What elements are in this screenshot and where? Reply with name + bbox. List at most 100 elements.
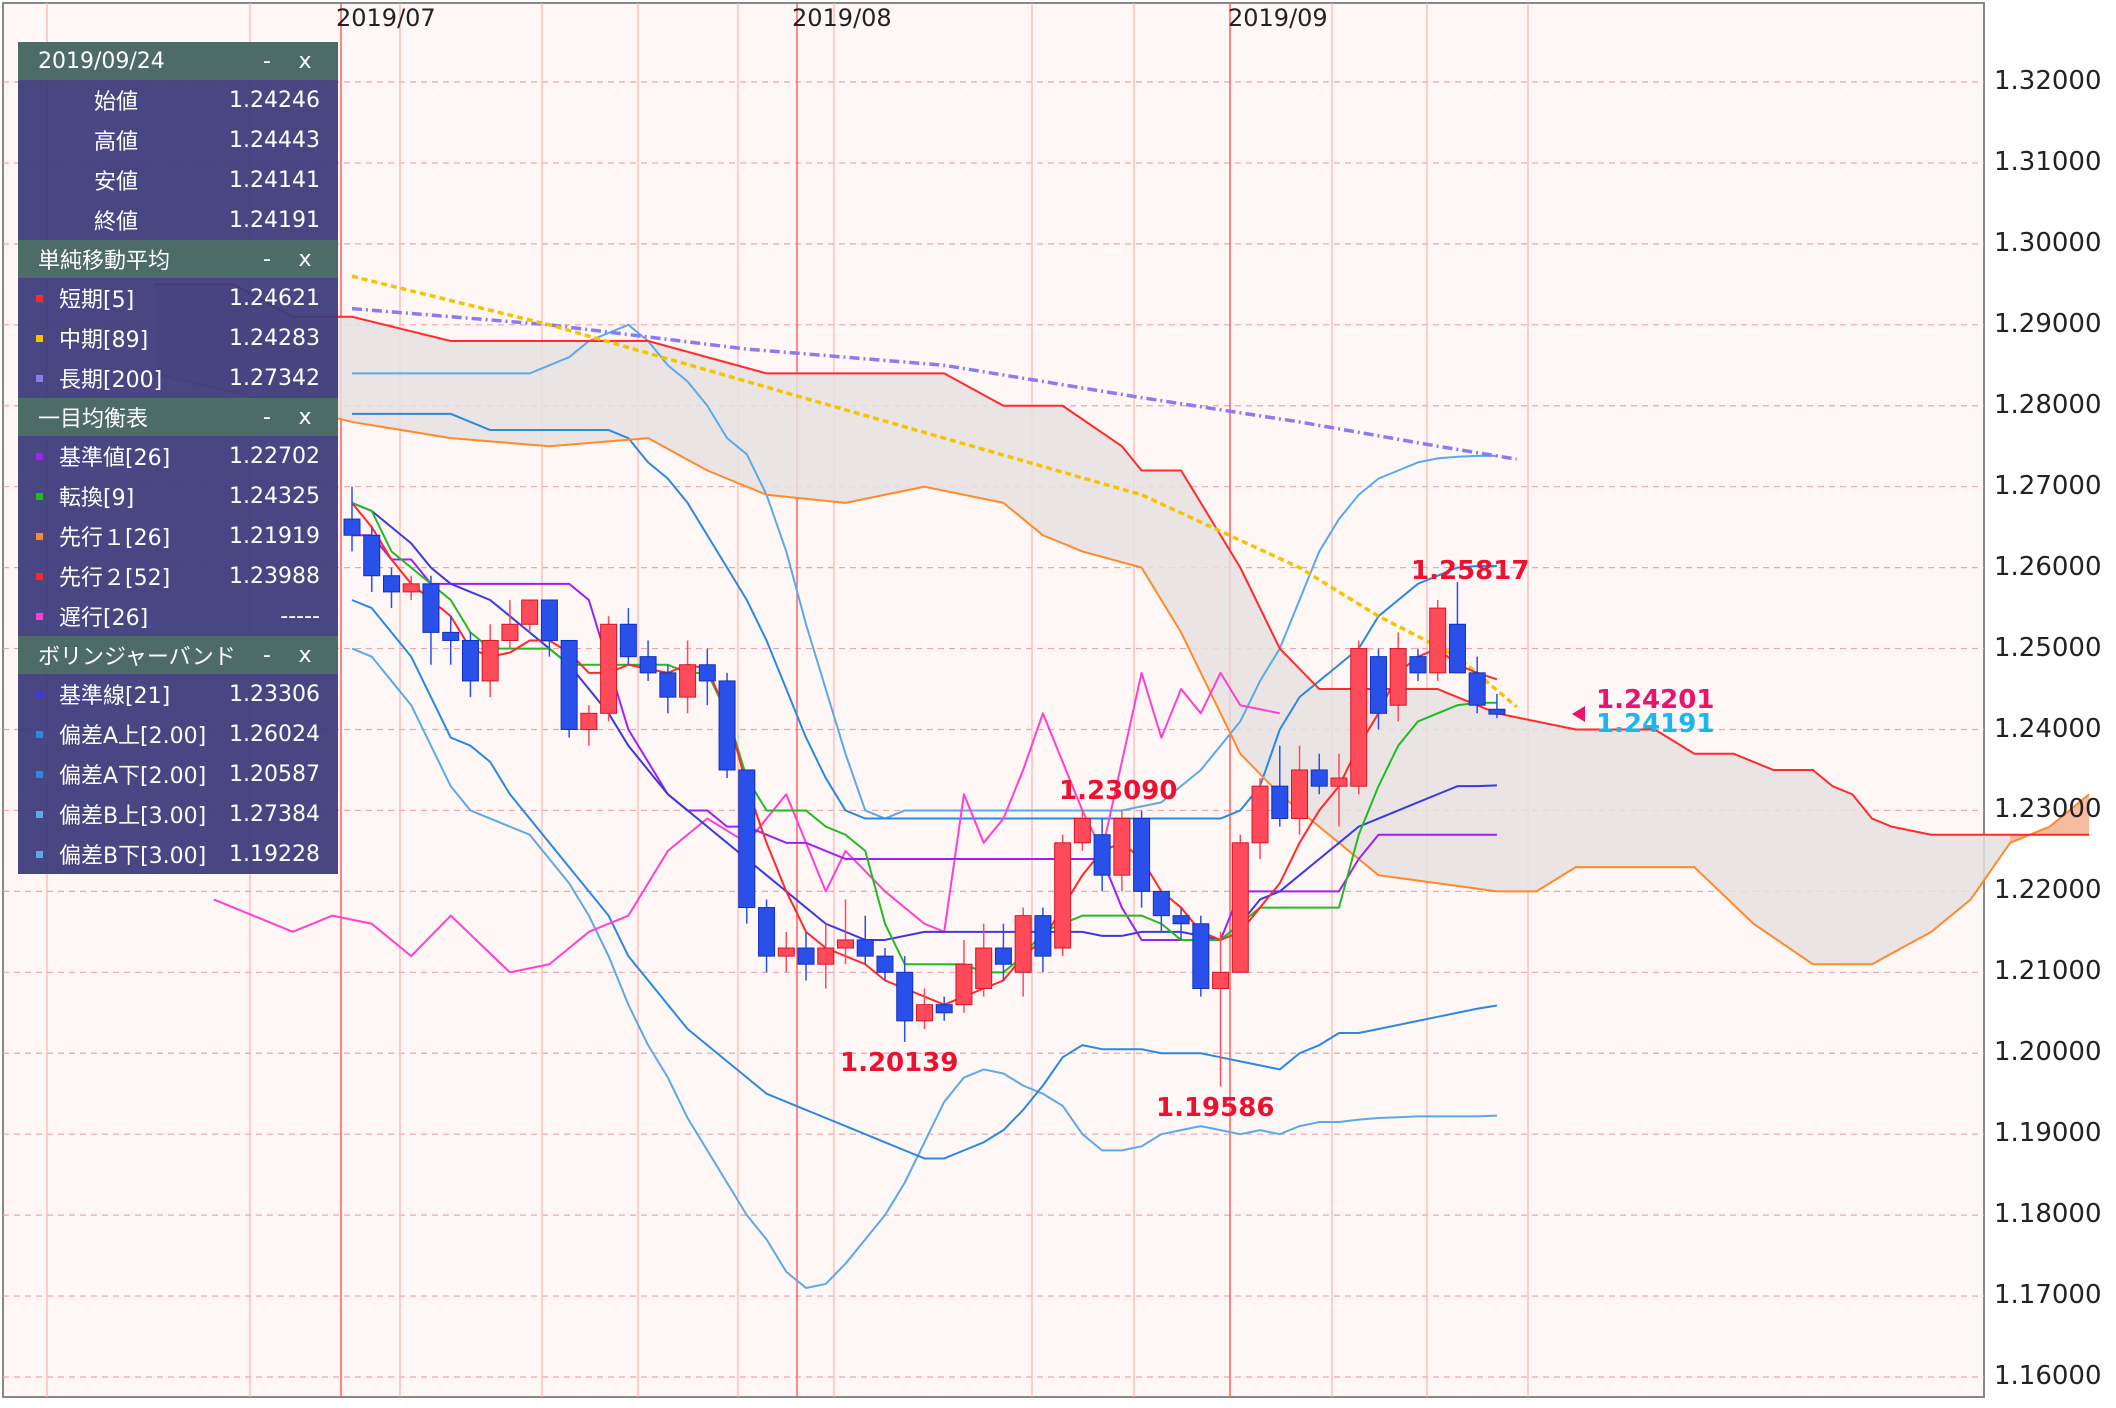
cloud-fill: [154, 284, 2090, 965]
ohlc-row: 終値 1.24191: [18, 200, 338, 240]
color-swatch: [36, 690, 43, 698]
candle-body: [600, 623, 618, 714]
ohlc-value: 1.24246: [229, 87, 320, 113]
ichimoku-conversion-line: [351, 501, 1497, 974]
candle-body: [1369, 656, 1387, 714]
candle-body: [1113, 818, 1131, 876]
bollinger-mid-line: [351, 501, 1497, 941]
color-swatch: [36, 334, 43, 342]
y-tick-label: 1.17000: [1994, 1280, 2102, 1311]
color-swatch: [36, 374, 43, 382]
candle-body: [777, 947, 795, 957]
y-tick-label: 1.26000: [1994, 551, 2102, 582]
y-tick-label: 1.32000: [1994, 66, 2102, 96]
indicator-label: 偏差A下[2.00]: [59, 764, 207, 789]
candle-body: [560, 639, 578, 730]
candle-body: [1389, 648, 1407, 706]
minimize-button[interactable]: -: [263, 48, 271, 74]
candle-body: [1073, 818, 1091, 844]
candle-body: [659, 672, 677, 698]
indicator-row: 偏差B上[3.00] 1.27384: [18, 794, 338, 834]
y-tick-label: 1.25000: [1994, 632, 2102, 663]
indicator-panel: 2019/09/24 - x 始値 1.24246 高値 1.24443 安値 1.2…: [18, 42, 338, 874]
candle-body: [935, 1004, 953, 1014]
indicator-label: 中期[89]: [59, 328, 149, 353]
candle-body: [1251, 785, 1269, 844]
color-swatch: [36, 492, 43, 500]
y-tick-label: 1.29000: [1994, 308, 2102, 339]
ohlc-value: 1.24443: [229, 127, 320, 153]
color-swatch: [36, 850, 43, 858]
candle-body: [1034, 915, 1052, 957]
ohlc-value: 1.24141: [229, 167, 320, 193]
ohlc-row: 高値 1.24443: [18, 120, 338, 160]
candle-body: [540, 599, 558, 641]
y-tick-label: 1.16000: [1994, 1361, 2102, 1391]
bollinger-lower-3-line: [351, 647, 1497, 1289]
candle-body: [718, 680, 736, 771]
month-label-2019-09: 2019/09: [1228, 4, 1328, 32]
ohlc-body: 始値 1.24246 高値 1.24443 安値 1.24141 終値 1.24191: [18, 80, 338, 240]
annotation-high-sep: 1.25817: [1411, 556, 1530, 586]
candle-body: [1448, 623, 1466, 674]
indicator-label: 偏差A上[2.00]: [59, 724, 207, 749]
indicator-value: 1.21919: [229, 523, 320, 549]
minimize-button[interactable]: -: [263, 246, 271, 272]
candle-body: [915, 1004, 933, 1022]
indicator-label: 先行１[26]: [59, 526, 171, 551]
current-bid-label: 1.24201: [1596, 685, 1715, 715]
ohlc-label: 終値: [94, 210, 139, 235]
color-swatch: [36, 612, 43, 620]
close-button[interactable]: x: [298, 642, 312, 668]
candlesticks: [343, 486, 1506, 1087]
candle-body: [461, 639, 479, 682]
color-swatch: [36, 294, 43, 302]
close-button[interactable]: x: [298, 404, 312, 430]
indicator-row: 偏差A下[2.00] 1.20587: [18, 754, 338, 794]
candle-body: [1093, 834, 1111, 876]
indicator-row: 長期[200] 1.27342: [18, 358, 338, 398]
annotation-high-aug: 1.23090: [1059, 776, 1178, 806]
y-tick-label: 1.24000: [1994, 713, 2102, 744]
candle-body: [1330, 777, 1348, 787]
candle-body: [580, 712, 598, 730]
senkou-span-b-line: [154, 283, 2090, 836]
ichimoku-lagging-line: [213, 671, 1280, 974]
candle-body: [1192, 923, 1210, 989]
close-button[interactable]: x: [298, 48, 312, 74]
bollinger-header: ボリンジャーバンド - x: [18, 636, 338, 674]
minimize-button[interactable]: -: [263, 404, 271, 430]
candle-body: [1152, 890, 1170, 917]
ichimoku-header: 一目均衡表 - x: [18, 398, 338, 436]
ichimoku-title: 一目均衡表: [38, 407, 149, 432]
candle-body: [896, 971, 914, 1022]
ichimoku-base-line: [352, 534, 1497, 941]
candle-body: [817, 947, 835, 965]
indicator-value: 1.23306: [229, 681, 320, 707]
candle-body: [856, 939, 874, 957]
color-swatch: [36, 730, 43, 738]
indicator-row: 先行１[26] 1.21919: [18, 516, 338, 556]
ohlc-row: 安値 1.24141: [18, 160, 338, 200]
bollinger-upper-3-line: [352, 323, 1497, 820]
indicator-row: 遅行[26] -----: [18, 596, 338, 636]
candle-body: [679, 664, 697, 698]
candle-body: [501, 623, 519, 641]
cloud-fill-warm: [2010, 794, 2090, 843]
close-button[interactable]: x: [298, 246, 312, 272]
indicator-label: 先行２[52]: [59, 566, 171, 591]
candle-body: [1212, 971, 1230, 989]
candle-body: [1350, 648, 1368, 787]
candle-body: [343, 518, 361, 536]
sma-title: 単純移動平均: [38, 249, 171, 274]
minimize-button[interactable]: -: [263, 642, 271, 668]
candle-body: [363, 534, 381, 577]
color-swatch: [36, 452, 43, 460]
candle-body: [758, 907, 776, 957]
y-tick-label: 1.27000: [1994, 470, 2102, 501]
ohlc-value: 1.24191: [229, 207, 320, 233]
ichimoku-cloud: [154, 284, 2090, 965]
candle-body: [1488, 708, 1506, 715]
indicator-label: 短期[5]: [59, 288, 135, 313]
y-tick-label: 1.18000: [1994, 1199, 2102, 1230]
